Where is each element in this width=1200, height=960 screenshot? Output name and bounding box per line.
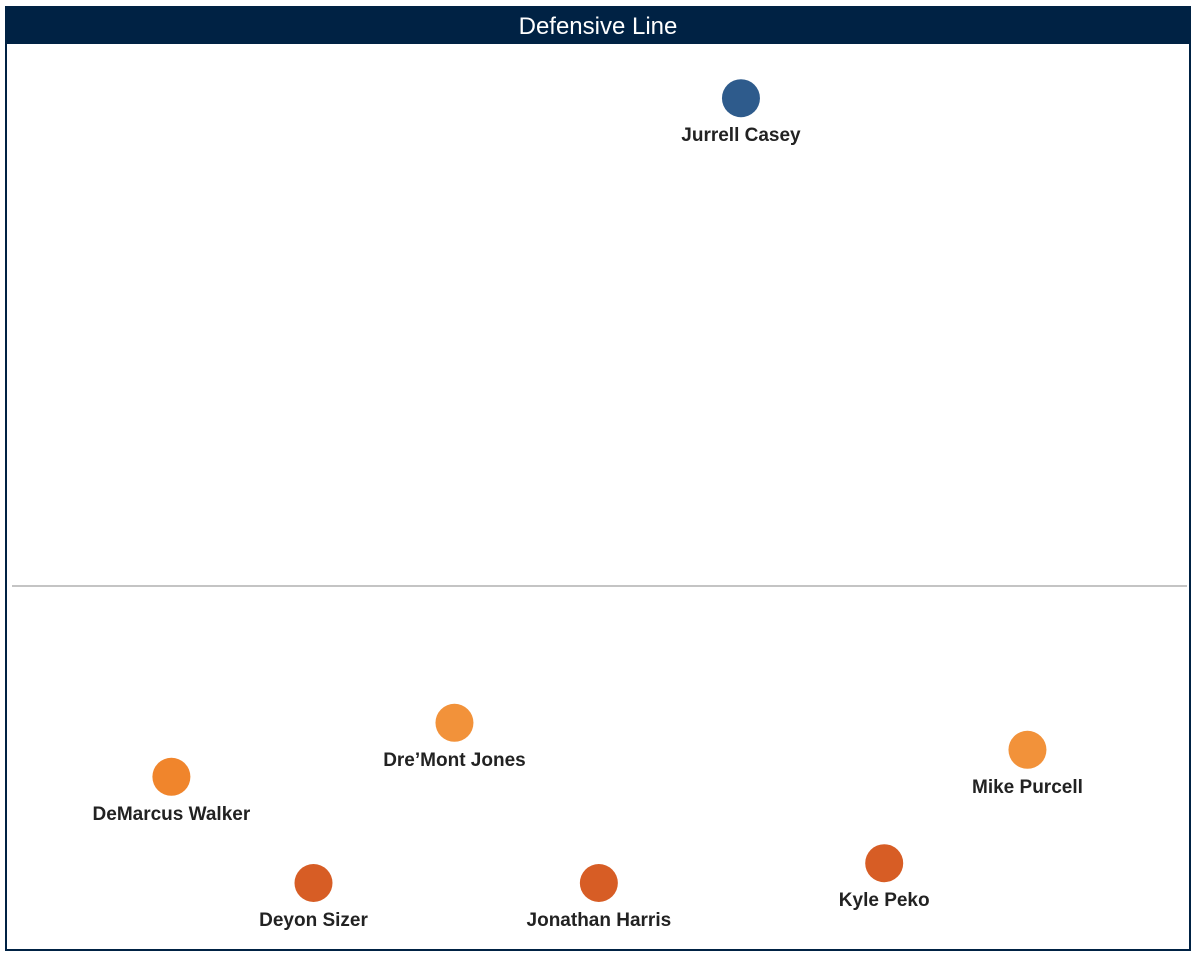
point-marker[interactable] <box>579 864 618 902</box>
point-marker[interactable] <box>294 864 333 902</box>
point-marker[interactable] <box>152 757 191 796</box>
point-label: Jurrell Casey <box>681 125 801 146</box>
points-layer: Jurrell Casey Dre’Mont Jones DeMarcus Walk… <box>93 79 1083 931</box>
point-marker[interactable] <box>721 79 760 118</box>
scatter-plot: Jurrell Casey Dre’Mont Jones DeMarcus Walk… <box>12 79 1187 931</box>
point-label: Dre’Mont Jones <box>383 750 526 771</box>
point-label: DeMarcus Walker <box>93 804 251 825</box>
point-marker[interactable] <box>1008 730 1047 769</box>
point-marker[interactable] <box>435 703 474 742</box>
chart-title: Defensive Line <box>7 8 1189 44</box>
point-label: Kyle Peko <box>839 890 930 911</box>
chart-frame: Defensive Line Jurrell Casey Dre’Mont Jon… <box>5 6 1191 951</box>
point-label: Deyon Sizer <box>259 910 368 931</box>
point-label: Mike Purcell <box>972 777 1083 798</box>
point-marker[interactable] <box>865 844 904 883</box>
point-label: Jonathan Harris <box>527 910 672 931</box>
